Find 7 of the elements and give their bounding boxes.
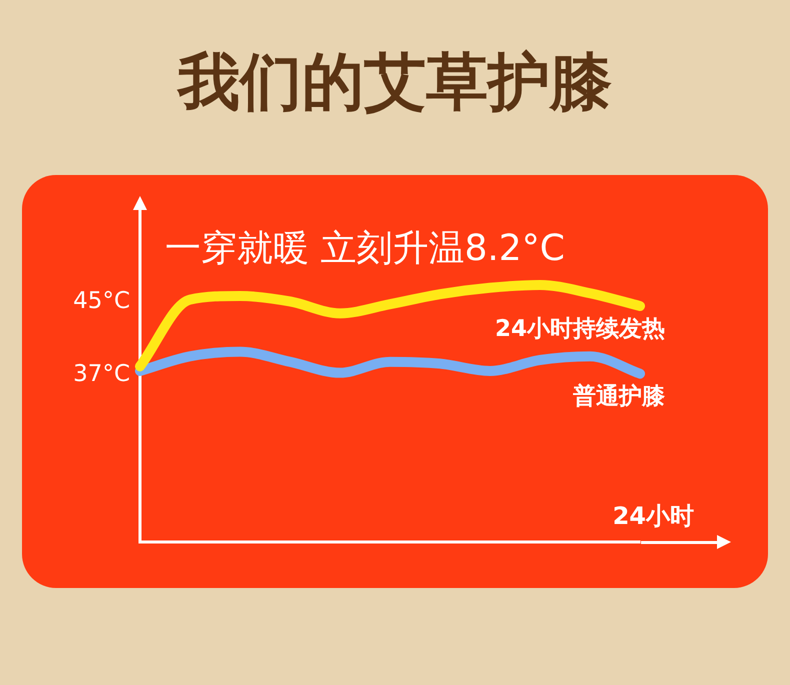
y-tick-label: 45°C [73,288,130,314]
chart-title: 我们的艾草护膝 [176,44,613,120]
x-axis-title: 24小时 [612,502,694,530]
y-tick-label: 37°C [73,360,130,387]
series-label: 24小时持续发热 [494,316,665,342]
annotation: 一穿就暖 立刻升温8.2°C [165,228,565,269]
series-label: 普通护膝 [572,382,665,410]
